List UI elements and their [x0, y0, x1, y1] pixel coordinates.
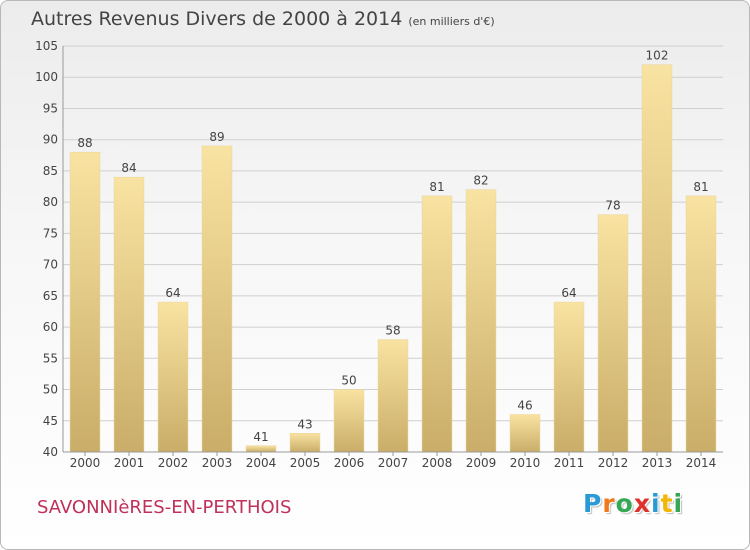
x-tick-label: 2012 — [598, 456, 629, 470]
bar-value-label: 50 — [341, 374, 356, 388]
bar-value-label: 102 — [646, 49, 669, 63]
y-tick-label: 95 — [43, 101, 58, 115]
x-tick-label: 2009 — [466, 456, 497, 470]
bar-2010 — [509, 414, 541, 453]
y-tick-label: 70 — [43, 258, 58, 272]
y-tick-label: 55 — [43, 351, 58, 365]
bar-2002 — [157, 301, 189, 453]
bar-value-label: 64 — [561, 286, 576, 300]
x-tick-label: 2007 — [378, 456, 409, 470]
x-tick-label: 2011 — [554, 456, 585, 470]
y-tick-label: 80 — [43, 195, 58, 209]
y-tick-label: 85 — [43, 164, 58, 178]
x-tick-label: 2010 — [510, 456, 541, 470]
x-tick-label: 2000 — [70, 456, 101, 470]
logo-letter: r — [602, 489, 616, 518]
y-tick-label: 65 — [43, 289, 58, 303]
y-tick-label: 50 — [43, 383, 58, 397]
bar-value-label: 41 — [253, 430, 268, 444]
bar-value-label: 84 — [121, 161, 136, 175]
y-tick-label: 100 — [35, 70, 58, 84]
x-tick-label: 2003 — [202, 456, 233, 470]
x-tick-label: 2005 — [290, 456, 321, 470]
bar-2006 — [333, 389, 365, 453]
bar-2001 — [113, 176, 145, 453]
logo-letter: t — [660, 489, 674, 518]
bar-value-label: 81 — [693, 180, 708, 194]
bar-value-label: 88 — [77, 136, 92, 150]
x-tick-label: 2006 — [334, 456, 365, 470]
bar-2007 — [377, 339, 409, 453]
bar-value-label: 64 — [165, 286, 180, 300]
bar-value-label: 78 — [605, 199, 620, 213]
logo-letter: i — [651, 489, 661, 518]
bar-2003 — [201, 145, 233, 453]
logo-letter: x — [633, 489, 651, 518]
y-tick-label: 40 — [43, 445, 58, 459]
bar-2008 — [421, 195, 453, 453]
bar-value-label: 82 — [473, 174, 488, 188]
bar-2005 — [289, 433, 321, 453]
place-name: SAVONNIèRES-EN-PERTHOIS — [37, 497, 292, 518]
x-tick-label: 2008 — [422, 456, 453, 470]
x-tick-label: 2002 — [158, 456, 189, 470]
chart-unit: (en milliers d'€) — [408, 15, 495, 28]
bar-2012 — [597, 214, 629, 453]
x-tick-label: 2001 — [114, 456, 145, 470]
bar-2014 — [685, 195, 717, 453]
chart-title: Autres Revenus Divers de 2000 à 2014 (en … — [31, 8, 495, 30]
chart-title-text: Autres Revenus Divers de 2000 à 2014 — [31, 8, 403, 30]
proxiti-logo: Proxiti — [583, 489, 683, 518]
bar-2013 — [641, 64, 673, 453]
y-tick-label: 45 — [43, 414, 58, 428]
bar-value-label: 81 — [429, 180, 444, 194]
logo-letter: o — [615, 489, 634, 518]
bar-2000 — [69, 151, 101, 453]
logo-letter: P — [583, 489, 603, 518]
x-tick-label: 2013 — [642, 456, 673, 470]
bar-value-label: 46 — [517, 399, 532, 413]
y-tick-label: 90 — [43, 133, 58, 147]
y-tick-label: 75 — [43, 226, 58, 240]
bar-2004 — [245, 445, 277, 453]
y-tick-label: 60 — [43, 320, 58, 334]
bar-2011 — [553, 301, 585, 453]
bar-value-label: 43 — [297, 417, 312, 431]
logo-letter: i — [673, 489, 684, 518]
bar-value-label: 58 — [385, 324, 400, 338]
y-tick-label: 105 — [35, 39, 58, 53]
bar-2009 — [465, 189, 497, 453]
x-tick-label: 2014 — [686, 456, 717, 470]
bar-value-label: 89 — [209, 130, 224, 144]
x-tick-label: 2004 — [246, 456, 277, 470]
